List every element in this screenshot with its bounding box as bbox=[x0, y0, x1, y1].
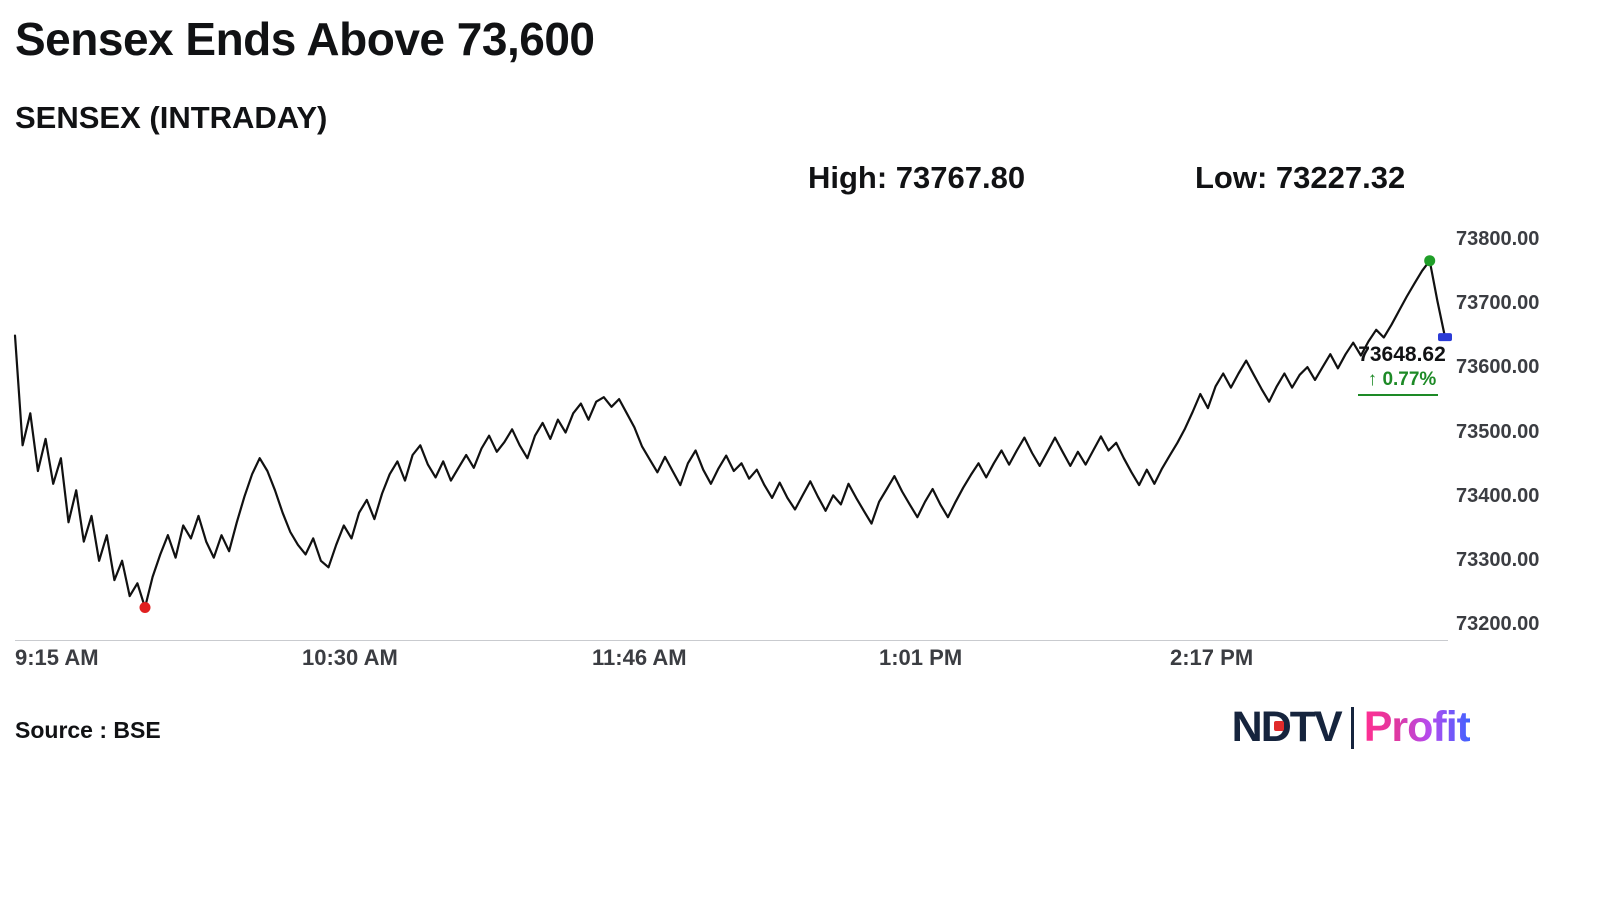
x-tick-label: 2:17 PM bbox=[1170, 645, 1254, 670]
price-line bbox=[13, 259, 1447, 609]
y-tick-label: 73800.00 bbox=[1456, 228, 1540, 250]
profit-logo-text: Profit bbox=[1363, 703, 1471, 751]
y-tick-label: 73400.00 bbox=[1456, 485, 1540, 507]
page-title: Sensex Ends Above 73,600 bbox=[15, 13, 595, 65]
y-tick-label: 73300.00 bbox=[1456, 549, 1540, 571]
brand-logo: NDTV Profit bbox=[1231, 703, 1471, 752]
ndtv-logo: NDTV bbox=[1231, 703, 1343, 752]
y-tick-label: 73500.00 bbox=[1456, 421, 1540, 443]
last-price-label: 73648.62 bbox=[1358, 343, 1446, 366]
x-tick-label: 10:30 AM bbox=[302, 645, 398, 670]
y-tick-label: 73700.00 bbox=[1456, 292, 1540, 314]
x-tick-label: 1:01 PM bbox=[879, 645, 963, 670]
chart-subtitle: SENSEX (INTRADAY) bbox=[15, 100, 328, 135]
x-tick-label: 11:46 AM bbox=[592, 645, 687, 670]
close-marker bbox=[1438, 333, 1452, 342]
brand-divider bbox=[1350, 706, 1354, 749]
low-marker bbox=[139, 602, 151, 613]
source-label: Source : BSE bbox=[15, 717, 161, 743]
low-value: Low: 73227.32 bbox=[1195, 160, 1406, 195]
change-underline bbox=[1358, 394, 1438, 396]
change-percent-label: ↑ 0.77% bbox=[1367, 369, 1437, 390]
y-tick-label: 73200.00 bbox=[1456, 613, 1540, 635]
high-marker bbox=[1424, 255, 1436, 267]
ndtv-red-dot-icon bbox=[1273, 721, 1284, 731]
y-tick-label: 73600.00 bbox=[1456, 356, 1540, 378]
x-axis-line bbox=[15, 640, 1448, 641]
ndtv-logo-text: NDTV bbox=[1231, 703, 1343, 751]
high-value: High: 73767.80 bbox=[808, 160, 1026, 195]
chart-markers bbox=[139, 255, 1452, 613]
x-tick-label: 9:15 AM bbox=[15, 645, 99, 670]
